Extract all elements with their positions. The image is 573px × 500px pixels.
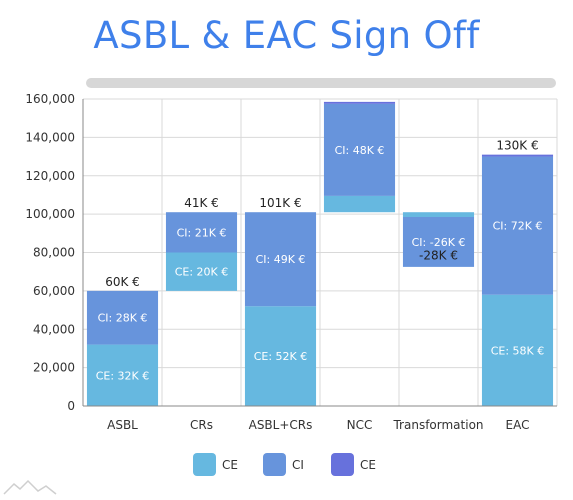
y-tick-label: 140,000 <box>25 130 75 144</box>
segment-value-label: CE: 20K € <box>175 266 229 279</box>
x-tick-label: EAC <box>506 418 530 432</box>
horizontal-scrollbar[interactable] <box>86 78 556 88</box>
segment-value-label: CI: 48K € <box>335 144 385 157</box>
x-tick-label: ASBL <box>107 418 138 432</box>
legend-label[interactable]: CE <box>222 458 238 472</box>
segment-value-label: CI: 72K € <box>493 220 543 233</box>
bar-segment[interactable] <box>323 103 396 196</box>
chart-title: ASBL & EAC Sign Off <box>93 14 480 57</box>
segment-value-label: CI: 49K € <box>256 253 306 266</box>
bar-segment[interactable] <box>165 252 238 291</box>
bar-segment[interactable] <box>165 212 238 253</box>
bar-segment[interactable] <box>244 212 317 307</box>
legend-label[interactable]: CI <box>292 458 304 472</box>
y-tick-label: 100,000 <box>25 207 75 221</box>
y-tick-label: 20,000 <box>33 361 75 375</box>
bar-segment[interactable] <box>402 217 475 267</box>
legend-swatch[interactable] <box>193 453 216 476</box>
bar-segment[interactable] <box>323 195 396 213</box>
mountain-logo-icon <box>3 479 57 495</box>
bar-total-label: 60K € <box>105 275 140 289</box>
legend-swatch[interactable] <box>263 453 286 476</box>
legend: CE CI CE <box>193 453 376 476</box>
bar-segment[interactable] <box>323 101 396 104</box>
x-tick-label: Transformation <box>392 418 483 432</box>
segment-value-label: CE: 52K € <box>254 350 308 363</box>
bar-segment[interactable] <box>481 156 554 295</box>
segment-value-label: CI: 28K € <box>98 312 148 325</box>
legend-swatch[interactable] <box>331 453 354 476</box>
x-tick-label: ASBL+CRs <box>249 418 313 432</box>
bar-segment[interactable] <box>86 344 159 406</box>
bars-group <box>86 101 554 406</box>
y-tick-label: 120,000 <box>25 169 75 183</box>
segment-value-label: CI: 21K € <box>177 226 227 239</box>
bar-segment[interactable] <box>244 306 317 406</box>
y-tick-label: 160,000 <box>25 92 75 106</box>
y-tick-label: 0 <box>67 399 75 413</box>
bar-segment[interactable] <box>481 294 554 406</box>
bar-segment[interactable] <box>481 154 554 157</box>
legend-label[interactable]: CE <box>360 458 376 472</box>
labels-group: CE: 32K € CI: 28K € 60K € CE: 20K € CI: 21K … <box>96 139 545 383</box>
segment-value-label: CE: 32K € <box>96 369 150 382</box>
y-tick-label: 80,000 <box>33 246 75 260</box>
segment-value-label: CI: -26K € <box>412 236 466 249</box>
bar-segment[interactable] <box>86 290 159 345</box>
bar-total-label: -28K € <box>419 248 458 262</box>
y-tick-label: 60,000 <box>33 284 75 298</box>
bar-total-label: 41K € <box>184 196 219 210</box>
x-tick-label: NCC <box>347 418 373 432</box>
x-tick-label: CRs <box>190 418 213 432</box>
bar-total-label: 101K € <box>259 196 301 210</box>
axes-group: 0 20,000 40,000 60,000 80,000 100,000 120,000 1… <box>25 92 557 432</box>
bar-segment[interactable] <box>402 212 475 218</box>
segment-value-label: CE: 58K € <box>491 344 545 357</box>
bar-total-label: 130K € <box>496 139 538 153</box>
y-tick-label: 40,000 <box>33 322 75 336</box>
